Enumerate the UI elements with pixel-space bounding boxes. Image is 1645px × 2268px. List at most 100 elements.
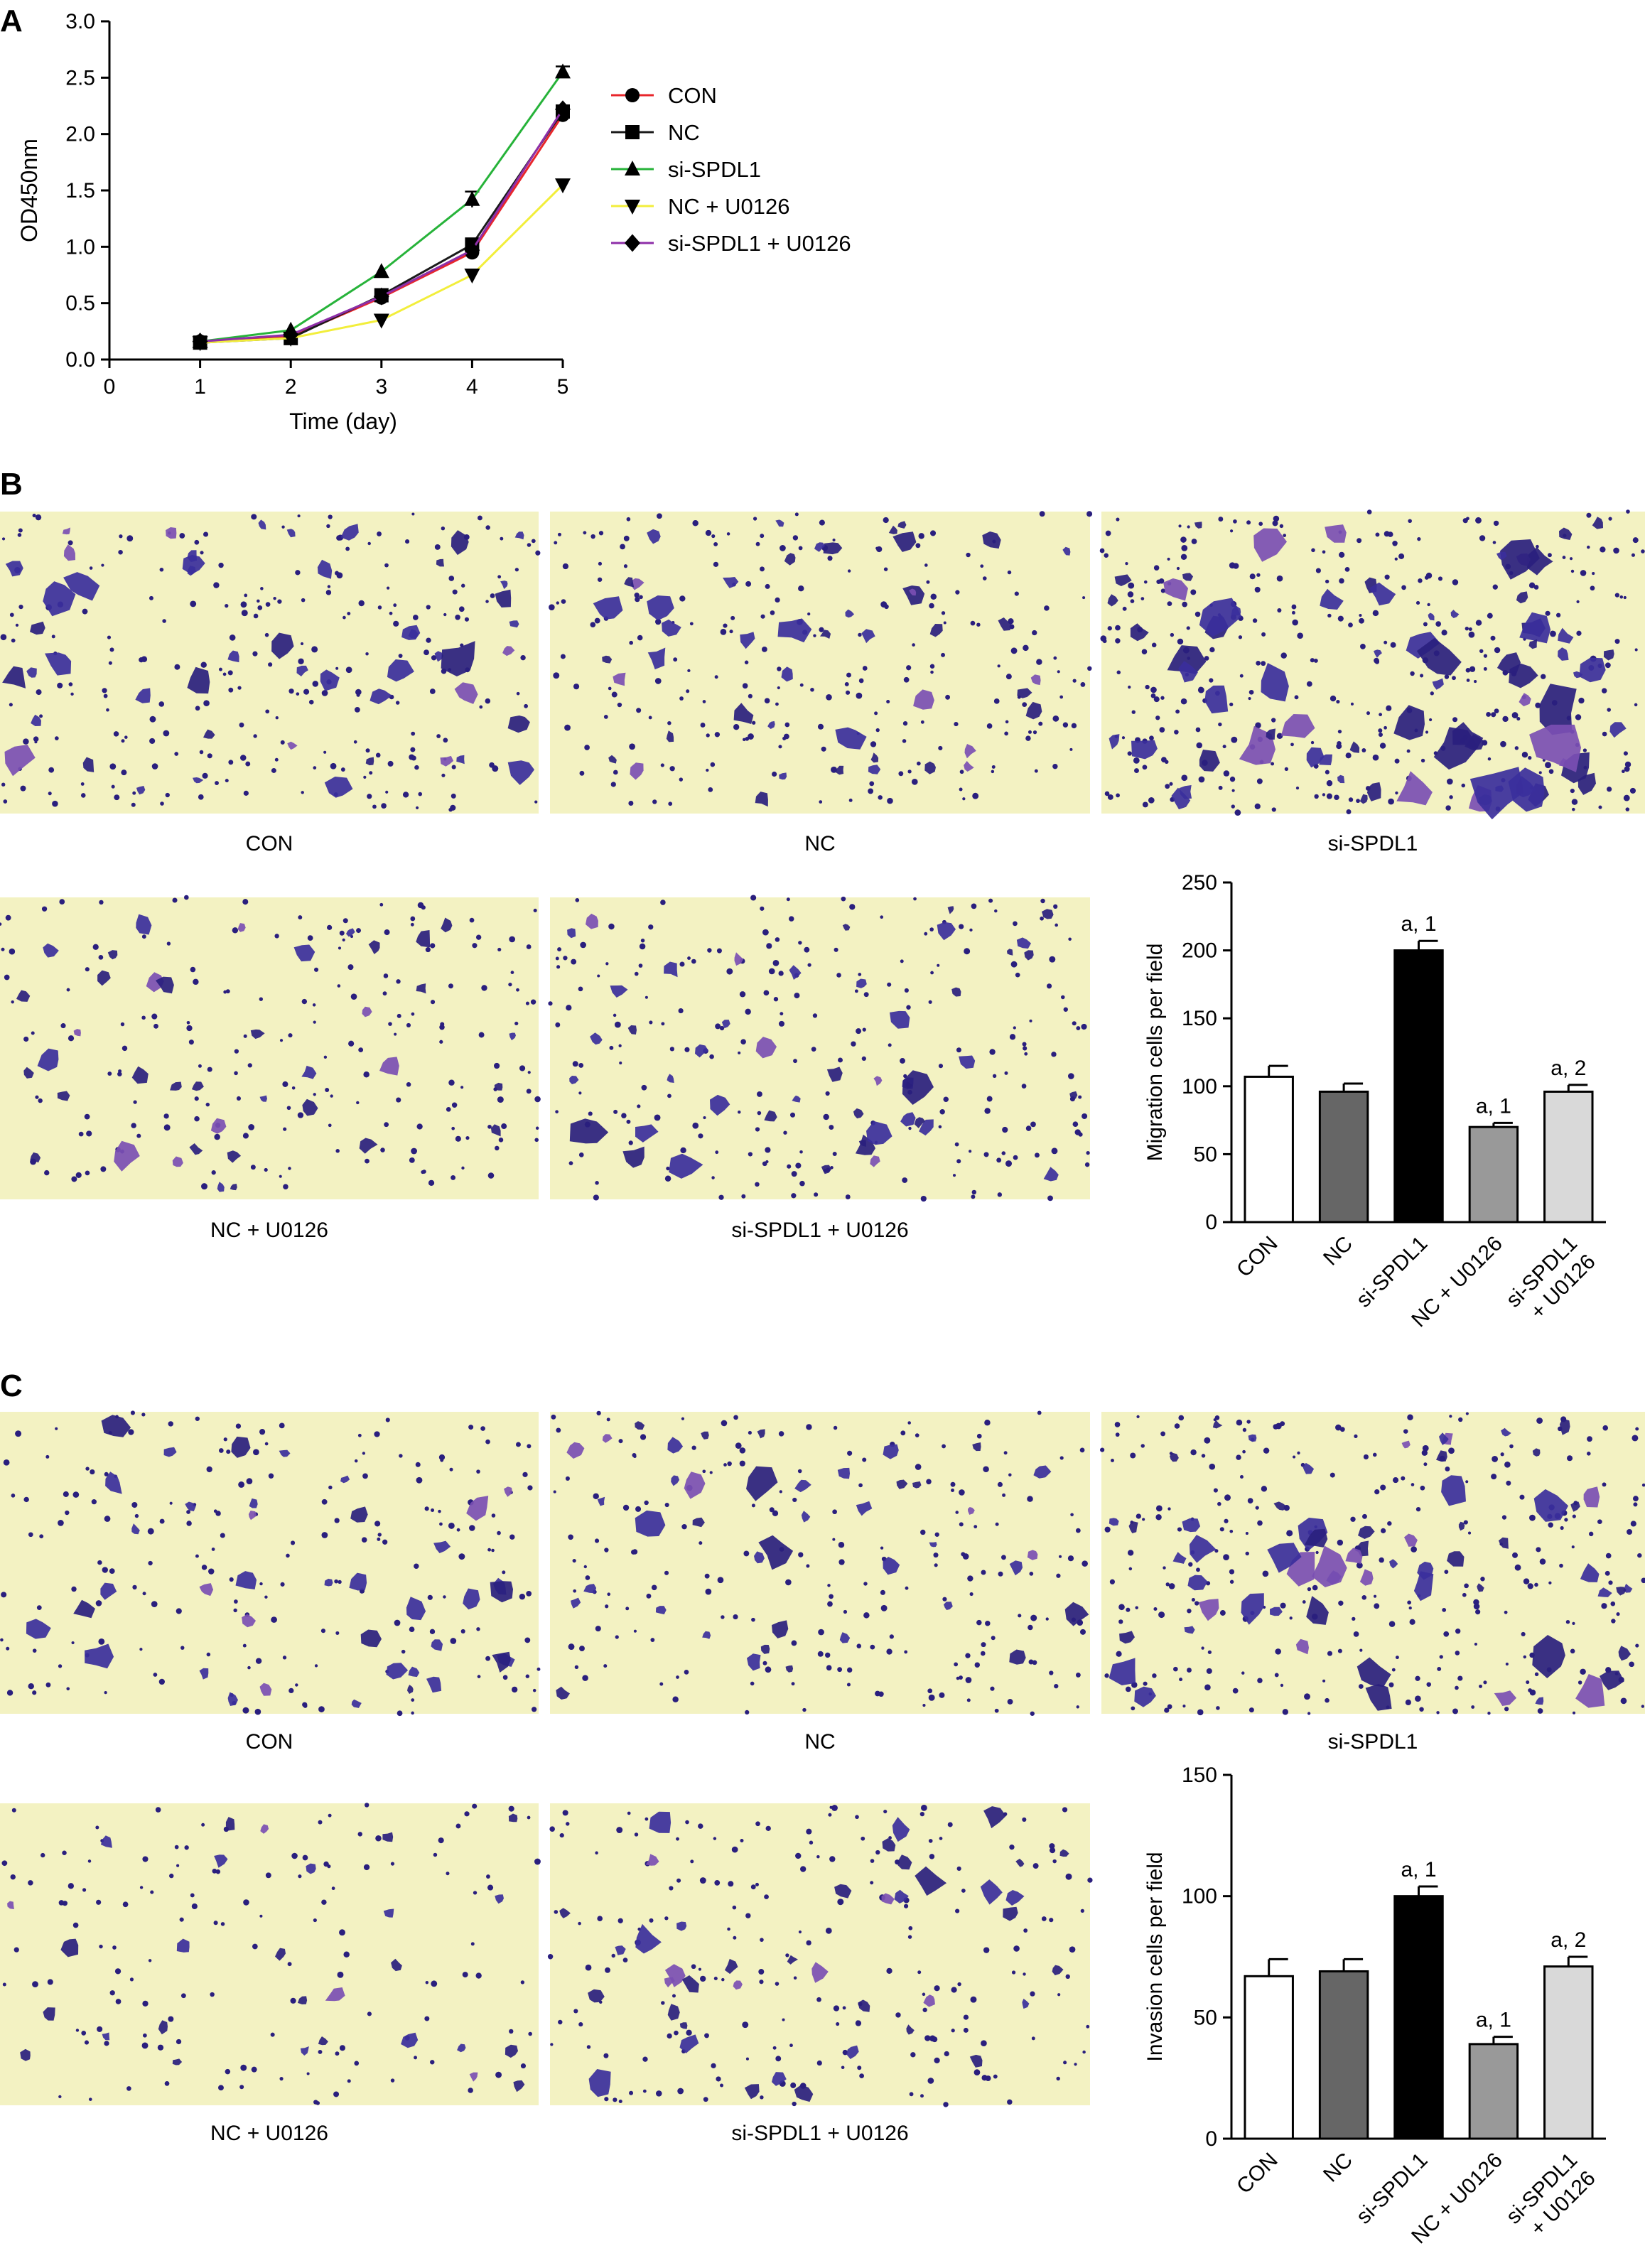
- membrane-pore: [668, 801, 673, 806]
- membrane-pore: [556, 965, 561, 969]
- membrane-pore: [44, 1170, 50, 1176]
- membrane-pore: [298, 915, 303, 920]
- membrane-pore: [762, 1660, 767, 1665]
- membrane-pore: [1039, 511, 1045, 517]
- membrane-pore: [1232, 1688, 1239, 1694]
- membrane-pore: [1548, 769, 1554, 774]
- membrane-pore: [1514, 1564, 1521, 1571]
- membrane-pore: [247, 1665, 251, 1670]
- membrane-pore: [804, 946, 810, 953]
- membrane-pore: [63, 1491, 69, 1497]
- membrane-pore: [338, 1580, 342, 1584]
- membrane-pore: [1116, 517, 1120, 522]
- membrane-pore: [1004, 731, 1008, 736]
- stained-cell: [556, 1686, 570, 1700]
- membrane-pore: [1257, 1678, 1263, 1683]
- membrane-pore: [780, 545, 786, 551]
- membrane-pore: [1018, 1614, 1022, 1618]
- membrane-pore: [1059, 695, 1064, 699]
- membrane-pore: [961, 1889, 966, 1893]
- membrane-pore: [203, 700, 210, 706]
- membrane-pore: [1027, 1496, 1033, 1502]
- stained-cell: [881, 1893, 895, 1905]
- membrane-pore: [1560, 1526, 1564, 1530]
- membrane-pore: [80, 782, 85, 786]
- membrane-pore: [594, 1538, 600, 1543]
- membrane-pore: [870, 1859, 875, 1863]
- membrane-pore: [1569, 557, 1573, 561]
- membrane-pore: [1310, 740, 1315, 745]
- x-tick-label: 4: [466, 375, 478, 399]
- membrane-pore: [158, 1678, 165, 1685]
- membrane-pore: [1069, 1946, 1076, 1953]
- membrane-pore: [498, 1138, 504, 1143]
- membrane-pore: [1483, 1680, 1487, 1685]
- stained-cell: [1163, 578, 1188, 601]
- membrane-pore: [794, 993, 800, 999]
- membrane-pore: [1116, 793, 1120, 798]
- membrane-pore: [904, 988, 909, 993]
- membrane-pore: [235, 1423, 242, 1429]
- membrane-pore: [1571, 1545, 1575, 1549]
- membrane-pore: [609, 1045, 614, 1050]
- membrane-pore: [194, 1096, 199, 1101]
- membrane-pore: [1565, 1619, 1570, 1624]
- membrane-pore: [1601, 1603, 1607, 1609]
- stained-cell: [602, 1434, 613, 1443]
- membrane-pore: [487, 1172, 495, 1179]
- membrane-pore: [1104, 1673, 1109, 1678]
- membrane-pore: [661, 2001, 665, 2005]
- stained-cell: [980, 1879, 1003, 1905]
- membrane-pore: [605, 1967, 610, 1973]
- membrane-pore: [1624, 761, 1631, 768]
- stained-cell: [1306, 747, 1325, 768]
- membrane-pore: [719, 1025, 725, 1031]
- membrane-pore: [1, 537, 6, 541]
- membrane-pore: [687, 956, 691, 961]
- membrane-pore: [1623, 595, 1627, 600]
- membrane-pore: [313, 1020, 316, 1024]
- membrane-pore: [111, 784, 115, 789]
- membrane-pore: [1607, 708, 1611, 712]
- membrane-pore: [920, 720, 924, 724]
- membrane-pore: [847, 1667, 853, 1673]
- membrane-pore: [225, 603, 229, 608]
- stained-cell: [163, 1447, 177, 1457]
- membrane-pore: [508, 983, 512, 987]
- stained-cell: [230, 1184, 237, 1191]
- membrane-pore: [109, 1990, 115, 1996]
- membrane-pore: [213, 582, 220, 588]
- membrane-pore: [816, 2060, 822, 2066]
- membrane-pore: [1213, 1488, 1218, 1493]
- stained-cell: [1007, 949, 1013, 956]
- stained-cell: [1017, 688, 1032, 698]
- stained-cell: [286, 529, 296, 538]
- membrane-pore: [579, 1646, 585, 1652]
- membrane-pore: [1405, 1699, 1411, 1706]
- membrane-pore: [915, 543, 921, 549]
- bar-group: CON: [1232, 1958, 1294, 2198]
- membrane-pore: [271, 767, 276, 773]
- membrane-pore: [1337, 740, 1342, 746]
- membrane-pore: [819, 627, 824, 632]
- membrane-pore: [1127, 591, 1134, 598]
- membrane-pore: [1468, 631, 1475, 638]
- stained-cell: [1325, 524, 1347, 543]
- membrane-pore: [793, 1976, 797, 1980]
- membrane-pore: [1158, 1611, 1165, 1619]
- membrane-pore: [704, 1573, 710, 1579]
- membrane-pore: [280, 740, 285, 745]
- membrane-pore: [1231, 789, 1235, 792]
- micrograph-cells: [1100, 1412, 1645, 1716]
- stained-cell: [839, 1632, 851, 1643]
- stained-cell: [777, 618, 812, 643]
- stained-cell: [350, 1506, 368, 1523]
- stained-cell: [1365, 1684, 1392, 1711]
- membrane-pore: [1249, 573, 1256, 580]
- stained-cell: [1182, 1518, 1201, 1533]
- membrane-pore: [225, 779, 229, 783]
- membrane-pore: [700, 1975, 706, 1982]
- stained-cell: [1532, 1448, 1541, 1457]
- membrane-pore: [279, 1422, 285, 1429]
- membrane-pore: [1009, 1034, 1016, 1040]
